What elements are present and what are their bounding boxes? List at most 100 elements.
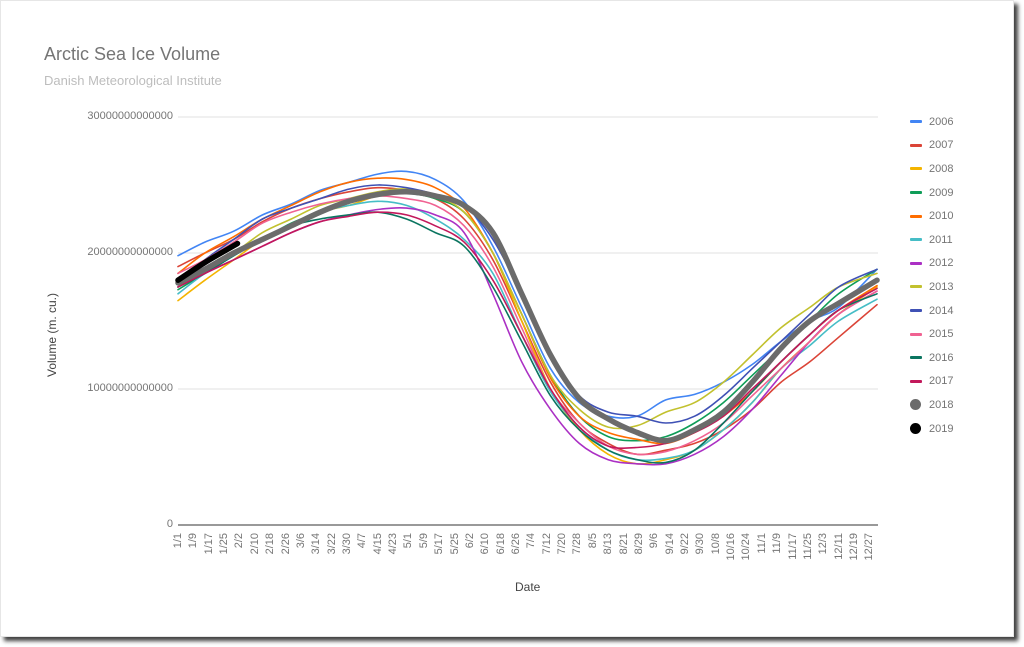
x-tick-label: 3/30 [340,533,353,555]
chart-card [0,0,1014,637]
x-tick-label: 2/10 [248,533,261,555]
legend-line-icon [910,379,922,383]
x-tick-label: 4/15 [371,533,384,555]
series-line-2011 [177,200,878,462]
x-tick-label: 11/17 [786,533,799,560]
legend-line-icon [910,143,922,147]
y-tick-20t: 20000000000000 [87,246,173,258]
x-tick-label: 10/16 [725,533,738,561]
legend-item-2013[interactable]: 2013 [910,275,953,299]
x-tick-label: 12/11 [832,533,845,560]
legend-item-2015[interactable]: 2015 [910,322,953,346]
x-tick-label: 4/23 [387,533,400,555]
legend-item-2009[interactable]: 2009 [910,181,953,205]
legend-label: 2010 [929,210,954,223]
x-tick-label: 6/26 [509,533,522,555]
legend-item-2014[interactable]: 2014 [910,299,953,323]
series-line-2006 [177,170,878,419]
x-axis-label: Date [515,580,541,594]
series-line-2016 [177,211,878,464]
x-tick-label: 8/29 [632,533,645,555]
x-tick-label: 5/17 [433,533,446,555]
series-lines [175,170,880,466]
x-tick-label: 6/10 [479,533,492,555]
legend-item-2011[interactable]: 2011 [910,228,953,252]
x-tick-label: 11/9 [771,533,784,554]
x-tick-label: 11/1 [755,533,768,554]
x-tick-label: 12/27 [863,533,876,561]
legend-dot-icon [910,399,921,411]
x-tick-label: 7/4 [525,533,538,549]
legend-line-icon [910,309,922,313]
legend-dot-icon [910,423,921,435]
legend-label: 2017 [929,375,954,388]
legend-line-icon [910,214,922,218]
legend-label: 2019 [929,422,954,435]
legend-item-2012[interactable]: 2012 [910,252,953,276]
x-tick-label: 6/18 [494,533,507,555]
legend-line-icon [910,238,922,242]
legend-item-2016[interactable]: 2016 [910,346,953,370]
x-tick-label: 3/14 [310,533,323,555]
x-tick-label: 5/1 [402,533,415,549]
legend-line-icon [910,332,922,336]
x-tick-label: 9/22 [678,533,691,555]
legend-line-icon [910,191,922,195]
legend-line-icon [910,120,922,124]
y-tick-0: 0 [166,518,173,530]
legend-label: 2013 [929,280,954,293]
x-tick-label: 4/7 [356,533,369,549]
legend-label: 2015 [929,328,954,341]
x-tick-label: 10/8 [709,533,722,555]
x-tick-label: 5/9 [417,533,430,549]
x-tick-label: 5/25 [448,533,461,555]
legend-item-2006[interactable]: 2006 [910,110,953,134]
x-tick-label: 1/25 [218,533,231,555]
x-tick-label: 12/3 [817,533,830,555]
legend-label: 2006 [929,115,954,128]
x-tick-label: 8/21 [617,533,630,555]
legend-label: 2007 [929,139,954,152]
x-tick-label: 6/2 [463,533,476,549]
legend-item-2018[interactable]: 2018 [910,393,953,417]
x-tick-label: 8/5 [586,533,599,549]
x-tick-label: 1/9 [187,533,200,549]
x-tick-label: 3/6 [294,533,307,549]
x-tick-label: 8/13 [602,533,615,555]
legend-line-icon [910,285,922,289]
legend-item-2008[interactable]: 2008 [910,157,953,181]
x-tick-label: 9/14 [663,533,676,555]
legend: 2006 2007 2008 2009 2010 2011 2012 2013 2014 2015… [910,110,953,440]
x-tick-label: 1/1 [172,533,184,549]
x-tick-label: 10/24 [740,533,753,561]
x-tick-label: 9/30 [694,533,707,555]
x-tick-label: 7/20 [556,533,569,555]
y-tick-10t: 10000000000000 [87,382,173,394]
x-tick-label: 2/26 [279,533,292,555]
x-tick-label: 7/28 [571,533,584,555]
legend-item-2010[interactable]: 2010 [910,204,953,228]
x-tick-label: 12/19 [847,533,860,561]
legend-label: 2009 [929,186,954,199]
gridlines [178,116,878,526]
legend-label: 2008 [929,162,954,175]
series-line-2019 [175,240,241,283]
legend-item-2007[interactable]: 2007 [910,134,953,158]
legend-item-2017[interactable]: 2017 [910,370,953,394]
legend-line-icon [910,167,922,171]
legend-label: 2016 [929,351,954,364]
series-line-2018 [175,189,880,444]
series-line-2013 [177,188,878,430]
legend-label: 2011 [929,233,953,246]
legend-item-2019[interactable]: 2019 [910,417,953,441]
chart-subtitle: Danish Meteorological Institute [44,73,222,88]
legend-label: 2012 [929,257,954,270]
x-tick-label: 2/18 [264,533,277,555]
y-tick-30t: 30000000000000 [87,110,173,122]
x-tick-label: 3/22 [325,533,338,555]
legend-line-icon [910,356,922,360]
chart-title: Arctic Sea Ice Volume [44,44,221,64]
legend-line-icon [910,261,922,265]
x-tick-label: 7/12 [540,533,553,555]
